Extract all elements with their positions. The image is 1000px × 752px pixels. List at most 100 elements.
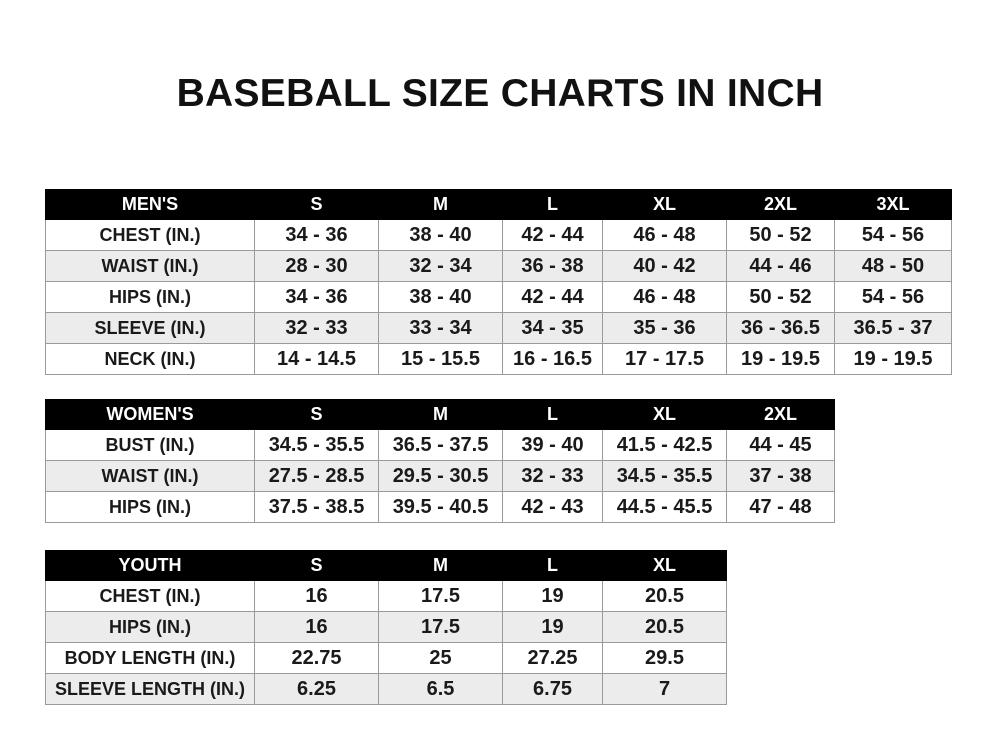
measurement-cell: 28 - 30	[254, 250, 379, 282]
size-header: 3XL	[834, 189, 952, 220]
measurement-cell: 40 - 42	[602, 250, 727, 282]
measurement-cell: 6.25	[254, 673, 379, 705]
measurement-cell: 50 - 52	[726, 219, 835, 251]
measurement-cell: 54 - 56	[834, 219, 952, 251]
measurement-cell: 32 - 34	[378, 250, 503, 282]
measurement-cell: 20.5	[602, 611, 727, 643]
measurement-cell: 34.5 - 35.5	[254, 429, 379, 461]
measurement-cell: 6.5	[378, 673, 503, 705]
measurement-cell: 19 - 19.5	[834, 343, 952, 375]
category-header: WOMEN'S	[45, 399, 255, 430]
measurement-label: CHEST (IN.)	[45, 580, 255, 612]
category-header: MEN'S	[45, 189, 255, 220]
measurement-cell: 35 - 36	[602, 312, 727, 344]
measurement-cell: 39 - 40	[502, 429, 603, 461]
measurement-cell: 42 - 44	[502, 219, 603, 251]
measurement-cell: 36 - 38	[502, 250, 603, 282]
table-row: BODY LENGTH (IN.) 22.75 25 27.25 29.5	[45, 642, 727, 674]
size-header: M	[378, 550, 503, 581]
size-header: S	[254, 399, 379, 430]
measurement-label: NECK (IN.)	[45, 343, 255, 375]
measurement-cell: 19	[502, 580, 603, 612]
measurement-cell: 44 - 45	[726, 429, 835, 461]
measurement-cell: 17.5	[378, 611, 503, 643]
measurement-label: HIPS (IN.)	[45, 611, 255, 643]
measurement-label: WAIST (IN.)	[45, 250, 255, 282]
header-row: MEN'S S M L XL 2XL 3XL	[45, 189, 952, 220]
measurement-label: BODY LENGTH (IN.)	[45, 642, 255, 674]
page-title: BASEBALL SIZE CHARTS IN INCH	[176, 72, 824, 115]
table-row: HIPS (IN.) 16 17.5 19 20.5	[45, 611, 727, 643]
measurement-cell: 34 - 36	[254, 281, 379, 313]
measurement-cell: 38 - 40	[378, 281, 503, 313]
measurement-cell: 34 - 35	[502, 312, 603, 344]
measurement-cell: 37.5 - 38.5	[254, 491, 379, 523]
size-header: 2XL	[726, 189, 835, 220]
measurement-cell: 46 - 48	[602, 281, 727, 313]
measurement-label: HIPS (IN.)	[45, 491, 255, 523]
measurement-cell: 29.5 - 30.5	[378, 460, 503, 492]
measurement-cell: 25	[378, 642, 503, 674]
measurement-cell: 54 - 56	[834, 281, 952, 313]
measurement-label: SLEEVE (IN.)	[45, 312, 255, 344]
size-header: M	[378, 189, 503, 220]
table-row: HIPS (IN.) 37.5 - 38.5 39.5 - 40.5 42 - 43 4…	[45, 491, 835, 523]
size-header: S	[254, 189, 379, 220]
table-row: WAIST (IN.) 28 - 30 32 - 34 36 - 38 40 - 42 4…	[45, 250, 952, 282]
size-header: S	[254, 550, 379, 581]
measurement-cell: 46 - 48	[602, 219, 727, 251]
measurement-cell: 20.5	[602, 580, 727, 612]
size-header: XL	[602, 399, 727, 430]
measurement-label: HIPS (IN.)	[45, 281, 255, 313]
measurement-label: CHEST (IN.)	[45, 219, 255, 251]
measurement-cell: 47 - 48	[726, 491, 835, 523]
measurement-cell: 33 - 34	[378, 312, 503, 344]
table-row: CHEST (IN.) 16 17.5 19 20.5	[45, 580, 727, 612]
table-row: WAIST (IN.) 27.5 - 28.5 29.5 - 30.5 32 - 33…	[45, 460, 835, 492]
measurement-cell: 34.5 - 35.5	[602, 460, 727, 492]
measurement-cell: 36.5 - 37	[834, 312, 952, 344]
measurement-cell: 34 - 36	[254, 219, 379, 251]
measurement-cell: 48 - 50	[834, 250, 952, 282]
table-row: CHEST (IN.) 34 - 36 38 - 40 42 - 44 46 - 48 5…	[45, 219, 952, 251]
header-row: YOUTH S M L XL	[45, 550, 727, 581]
youth-size-table: YOUTH S M L XL CHEST (IN.) 16 17.5 19 20.5 HIPS (I…	[45, 550, 727, 705]
measurement-cell: 7	[602, 673, 727, 705]
header-row: WOMEN'S S M L XL 2XL	[45, 399, 835, 430]
measurement-cell: 27.5 - 28.5	[254, 460, 379, 492]
table-row: SLEEVE (IN.) 32 - 33 33 - 34 34 - 35 35 - 36…	[45, 312, 952, 344]
table-row: NECK (IN.) 14 - 14.5 15 - 15.5 16 - 16.5 17 …	[45, 343, 952, 375]
size-header: XL	[602, 550, 727, 581]
measurement-label: BUST (IN.)	[45, 429, 255, 461]
measurement-cell: 44.5 - 45.5	[602, 491, 727, 523]
measurement-cell: 41.5 - 42.5	[602, 429, 727, 461]
measurement-cell: 39.5 - 40.5	[378, 491, 503, 523]
measurement-cell: 6.75	[502, 673, 603, 705]
size-header: L	[502, 399, 603, 430]
size-header: L	[502, 550, 603, 581]
measurement-cell: 15 - 15.5	[378, 343, 503, 375]
measurement-cell: 22.75	[254, 642, 379, 674]
size-header: L	[502, 189, 603, 220]
measurement-cell: 44 - 46	[726, 250, 835, 282]
measurement-cell: 38 - 40	[378, 219, 503, 251]
size-header: XL	[602, 189, 727, 220]
measurement-cell: 19 - 19.5	[726, 343, 835, 375]
size-header: M	[378, 399, 503, 430]
measurement-cell: 32 - 33	[254, 312, 379, 344]
measurement-cell: 17 - 17.5	[602, 343, 727, 375]
measurement-label: SLEEVE LENGTH (IN.)	[45, 673, 255, 705]
measurement-cell: 17.5	[378, 580, 503, 612]
measurement-cell: 37 - 38	[726, 460, 835, 492]
measurement-cell: 27.25	[502, 642, 603, 674]
measurement-cell: 16	[254, 580, 379, 612]
measurement-cell: 42 - 43	[502, 491, 603, 523]
table-row: BUST (IN.) 34.5 - 35.5 36.5 - 37.5 39 - 40 4…	[45, 429, 835, 461]
table-row: HIPS (IN.) 34 - 36 38 - 40 42 - 44 46 - 48 50…	[45, 281, 952, 313]
measurement-cell: 29.5	[602, 642, 727, 674]
size-header: 2XL	[726, 399, 835, 430]
measurement-cell: 36.5 - 37.5	[378, 429, 503, 461]
measurement-cell: 16	[254, 611, 379, 643]
measurement-cell: 19	[502, 611, 603, 643]
